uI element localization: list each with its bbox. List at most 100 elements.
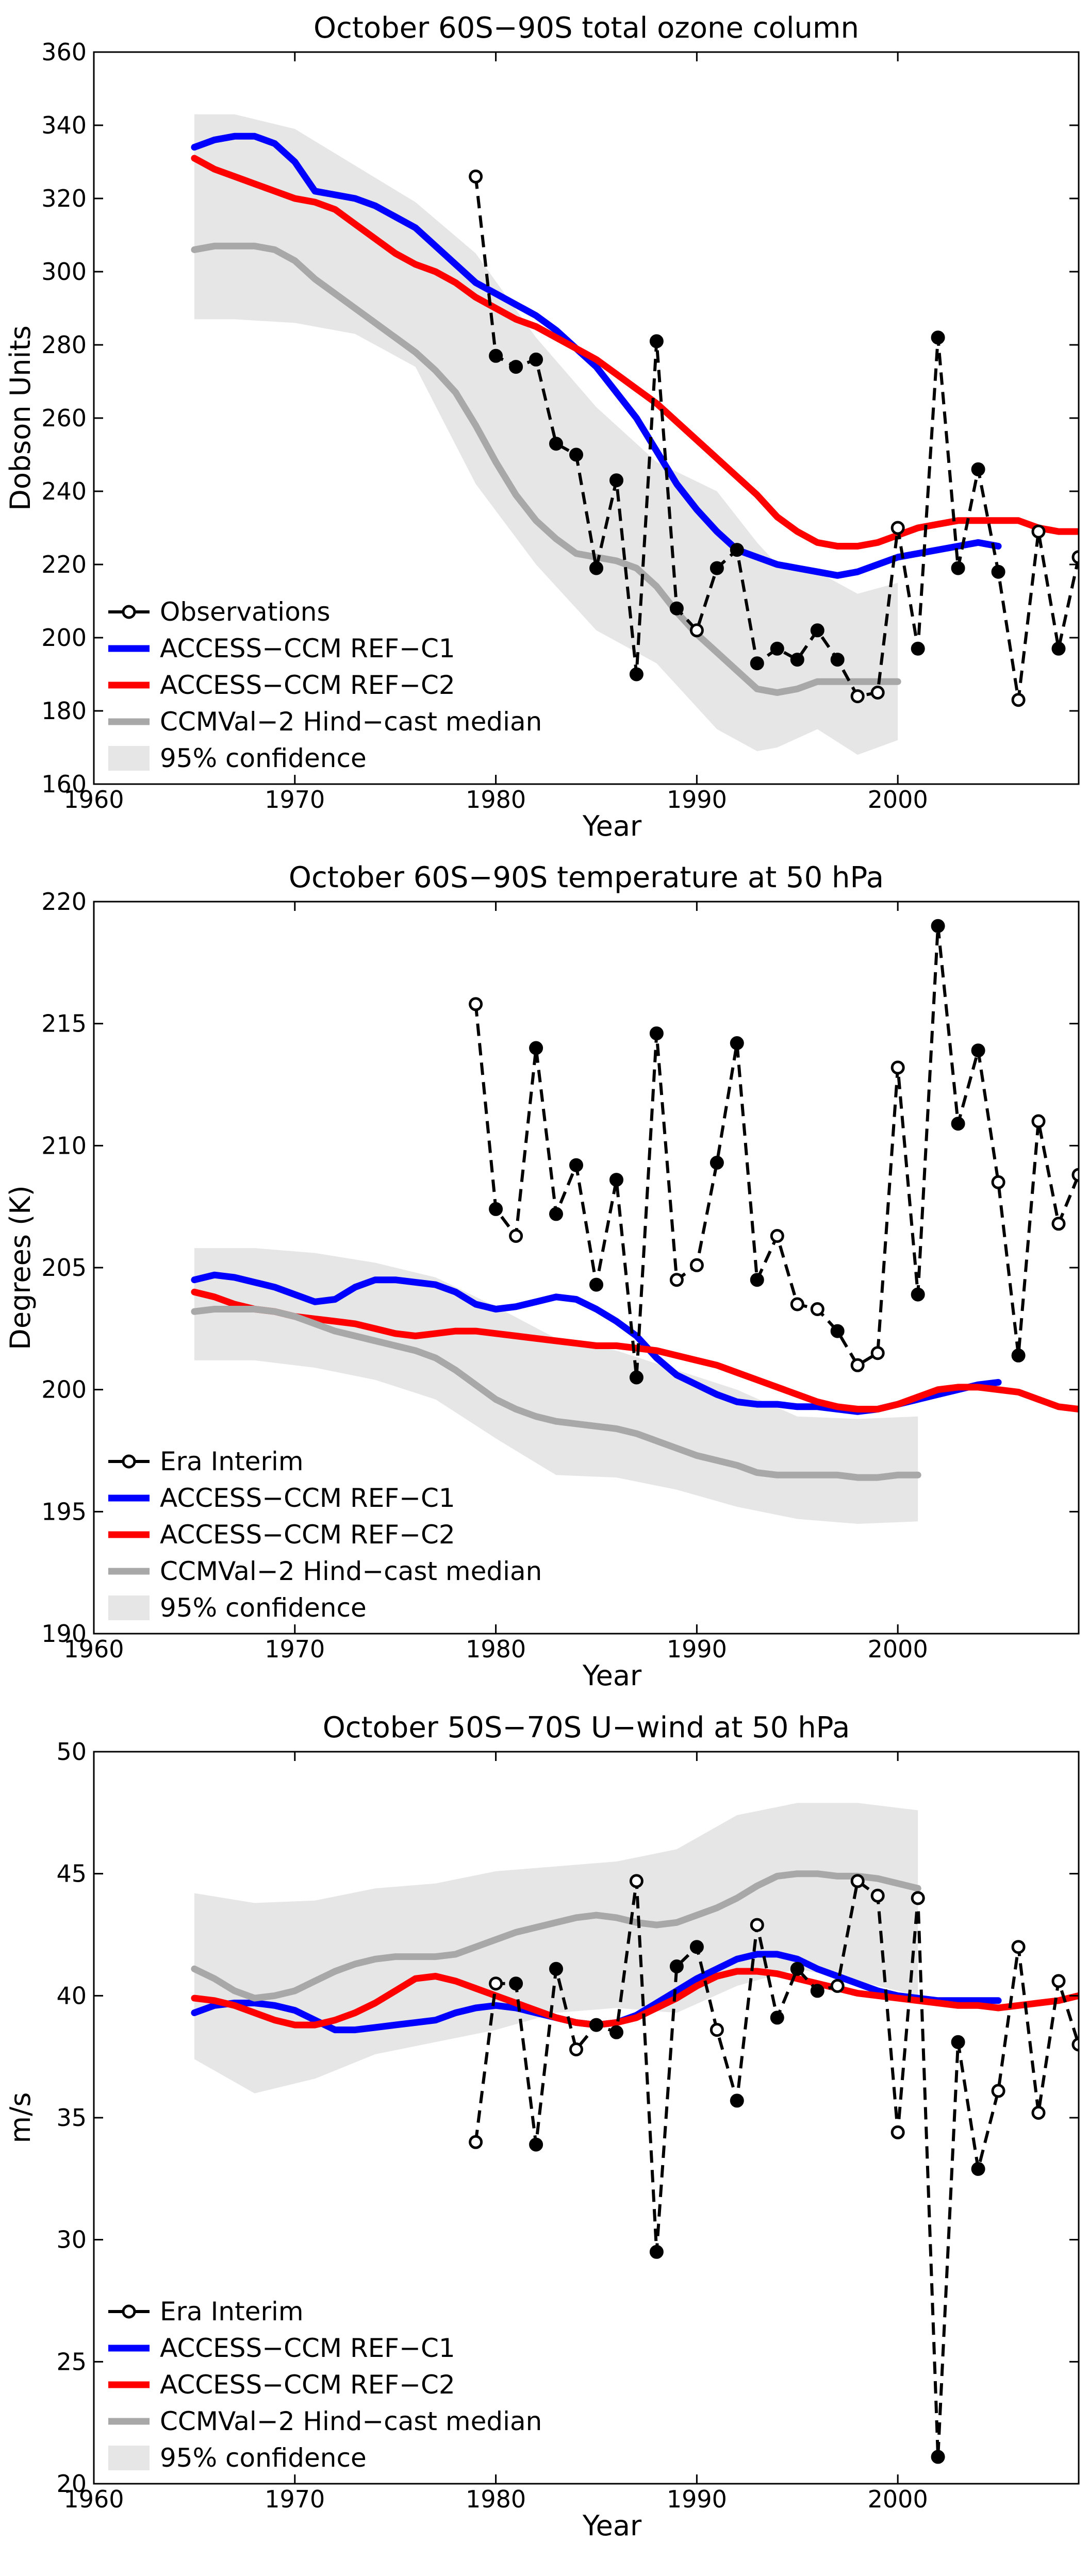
- legend-label: ACCESS−CCM REF−C1: [160, 2333, 455, 2363]
- legend-marker-observed: [122, 1454, 136, 1469]
- legend-label: 95% confidence: [160, 1593, 367, 1623]
- observed-point: [770, 641, 784, 656]
- observed-point: [911, 1287, 925, 1302]
- x-tick-label: 1980: [466, 2485, 526, 2513]
- observed-point: [529, 2137, 543, 2152]
- legend-label: CCMVal−2 Hind−cast median: [160, 2406, 542, 2436]
- observed-point: [971, 1043, 985, 1058]
- y-tick-label: 40: [56, 1982, 87, 2009]
- y-tick-label: 25: [56, 2348, 87, 2375]
- y-tick-label: 205: [41, 1254, 87, 1282]
- y-tick-label: 30: [56, 2226, 87, 2254]
- ref-c1-line: [191, 132, 1002, 579]
- legend-swatch-confidence: [108, 1596, 150, 1620]
- legend-label: Era Interim: [160, 2297, 304, 2326]
- observed-point: [830, 1979, 845, 1993]
- observed-point: [649, 1026, 664, 1041]
- legend-label: ACCESS−CCM REF−C1: [160, 634, 455, 663]
- legend: Era Interim ACCESS−CCM REF−C1 ACCESS−CCM R…: [108, 1447, 542, 1623]
- observed-point: [609, 2025, 623, 2039]
- x-axis-label: Year: [582, 2509, 642, 2542]
- observed-point: [991, 2084, 1005, 2098]
- y-tick-label: 200: [41, 1376, 87, 1404]
- observed-point: [971, 462, 985, 476]
- observed-point: [1071, 1168, 1079, 1182]
- observed-point: [931, 2450, 945, 2464]
- observed-point: [689, 1258, 704, 1272]
- observed-point: [991, 1175, 1005, 1189]
- legend-label: CCMVal−2 Hind−cast median: [160, 1556, 542, 1586]
- observed-point: [1071, 550, 1079, 564]
- observed-point: [1031, 2106, 1046, 2120]
- x-tick-label: 1970: [265, 2485, 325, 2513]
- confidence-band: [194, 114, 898, 755]
- observed-point: [509, 360, 523, 374]
- ref-c2-line: [191, 1968, 1079, 2029]
- observed-point: [810, 1302, 824, 1316]
- x-tick-label: 1980: [466, 1635, 526, 1663]
- x-tick-label: 1960: [63, 1635, 124, 1663]
- observed-point: [830, 653, 845, 667]
- legend-swatch-confidence: [108, 2446, 150, 2470]
- observed-point: [750, 1273, 764, 1287]
- x-tick-label: 2000: [868, 2485, 928, 2513]
- hindcast-median-line: [191, 242, 901, 696]
- observed-point: [730, 543, 744, 557]
- observed-point: [489, 348, 503, 363]
- x-tick-label: 1990: [667, 1635, 727, 1663]
- observed-point: [569, 2042, 583, 2056]
- confidence-band: [194, 1803, 918, 2093]
- observed-point: [669, 1959, 684, 1973]
- observed-point: [1071, 2037, 1079, 2052]
- observed-point: [870, 1888, 885, 1903]
- y-tick-label: 210: [41, 1132, 87, 1159]
- observed-point: [549, 1962, 563, 1976]
- observed-point: [629, 1370, 644, 1385]
- observed-point: [1051, 1974, 1066, 1988]
- observed-point: [609, 1173, 623, 1187]
- legend-label: ACCESS−CCM REF−C1: [160, 1483, 455, 1513]
- y-tick-label: 180: [41, 697, 87, 725]
- observed-point: [730, 2093, 744, 2108]
- observed-point: [1051, 1217, 1066, 1231]
- observed-point: [830, 1324, 845, 1338]
- plot-area: [191, 919, 1079, 1524]
- observed-point: [629, 667, 644, 682]
- legend-label: ACCESS−CCM REF−C2: [160, 1520, 455, 1550]
- u-wind-panel: October 50S−70S U−wind at 50 hPa 1960 1970…: [4, 1711, 1080, 2542]
- temperature-panel: October 60S−90S temperature at 50 hPa 196…: [4, 861, 1080, 1692]
- observed-point: [549, 1207, 563, 1221]
- y-tick-label: 360: [41, 38, 87, 66]
- y-axis-label: m/s: [4, 2092, 37, 2143]
- observed-point: [710, 561, 724, 575]
- legend-label: 95% confidence: [160, 743, 367, 773]
- observed-point: [689, 623, 704, 638]
- x-tick-label: 1990: [667, 786, 727, 813]
- legend: Era Interim ACCESS−CCM REF−C1 ACCESS−CCM R…: [108, 2297, 542, 2473]
- x-tick-label: 1990: [667, 2485, 727, 2513]
- observed-point: [931, 919, 945, 933]
- legend-label: ACCESS−CCM REF−C2: [160, 2370, 455, 2400]
- ref-c2-line: [191, 155, 1079, 550]
- ref-c2-line: [191, 1288, 1079, 1412]
- observed-point: [489, 1976, 503, 1991]
- plot-area: [191, 114, 1079, 755]
- chart-title: October 60S−90S temperature at 50 hPa: [289, 861, 884, 894]
- y-tick-label: 200: [41, 624, 87, 652]
- observed-point: [669, 601, 684, 616]
- observed-point: [850, 1874, 865, 1888]
- y-tick-label: 190: [41, 1620, 87, 1648]
- observed-point: [850, 689, 865, 704]
- y-tick-label: 45: [56, 1860, 87, 1888]
- hindcast-median-line: [191, 1870, 921, 2002]
- y-tick-label: 240: [41, 477, 87, 505]
- observed-point: [951, 1117, 965, 1131]
- x-tick-label: 1970: [265, 786, 325, 813]
- observed-point: [750, 656, 764, 671]
- observed-point: [710, 2023, 724, 2037]
- observed-point: [810, 623, 824, 638]
- observed-point: [911, 641, 925, 656]
- legend-label: 95% confidence: [160, 2443, 367, 2473]
- observed-point: [469, 997, 483, 1011]
- y-tick-label: 50: [56, 1738, 87, 1766]
